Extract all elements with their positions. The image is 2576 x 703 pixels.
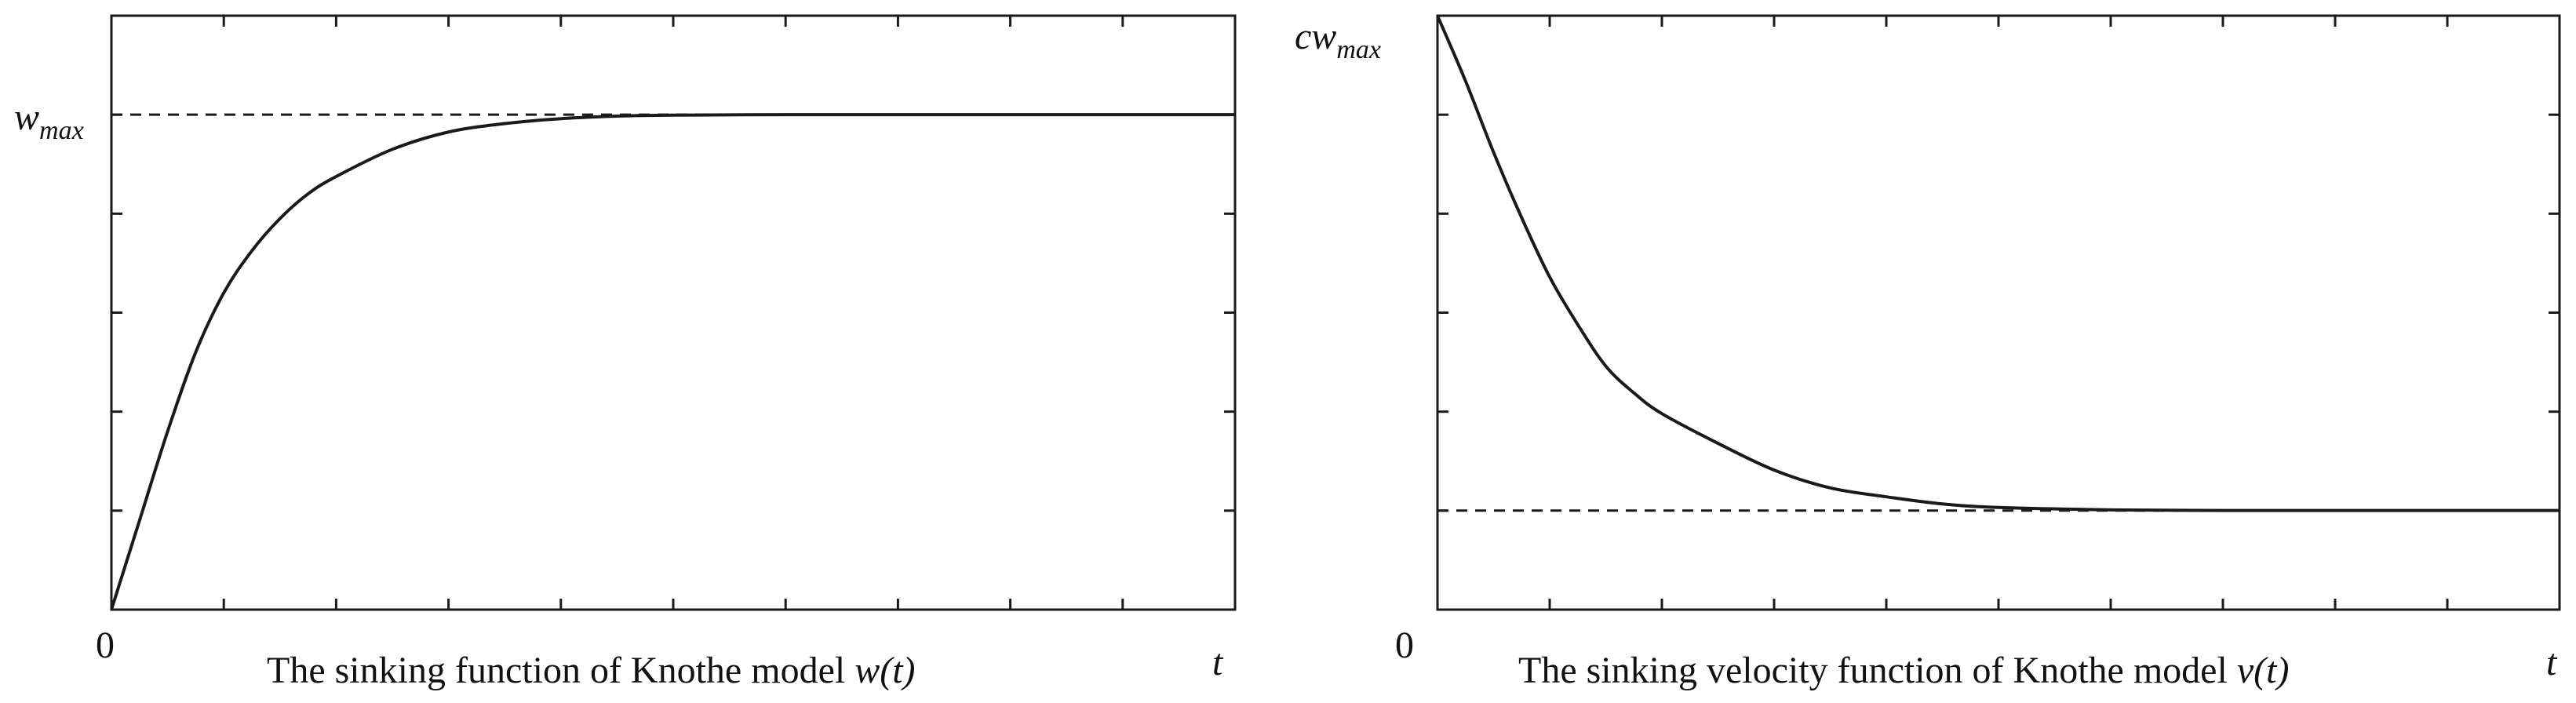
left-y-max-label: wmax bbox=[14, 97, 84, 145]
chart-sinking-velocity: cwmax 0 t The sinking velocity function … bbox=[1295, 14, 2561, 691]
right-plot-frame bbox=[1436, 14, 2561, 611]
left-x-axis-label: t bbox=[1212, 642, 1224, 683]
right-caption: The sinking velocity function of Knothe … bbox=[1518, 650, 2289, 691]
right-series-line-v bbox=[1436, 15, 2560, 512]
left-axis-ticks bbox=[111, 16, 1235, 610]
right-axis-ticks bbox=[1437, 16, 2560, 610]
right-x-axis-label: t bbox=[2546, 642, 2558, 683]
chart-sinking-function: wmax 0 t The sinking function of Knothe … bbox=[14, 14, 1237, 691]
right-origin-label: 0 bbox=[1395, 625, 1414, 666]
left-series-line-w bbox=[110, 113, 1235, 610]
left-caption: The sinking function of Knothe model w(t… bbox=[267, 650, 916, 691]
right-y-max-label: cwmax bbox=[1295, 16, 1381, 64]
left-origin-label: 0 bbox=[96, 625, 115, 666]
left-plot-frame bbox=[110, 14, 1237, 611]
